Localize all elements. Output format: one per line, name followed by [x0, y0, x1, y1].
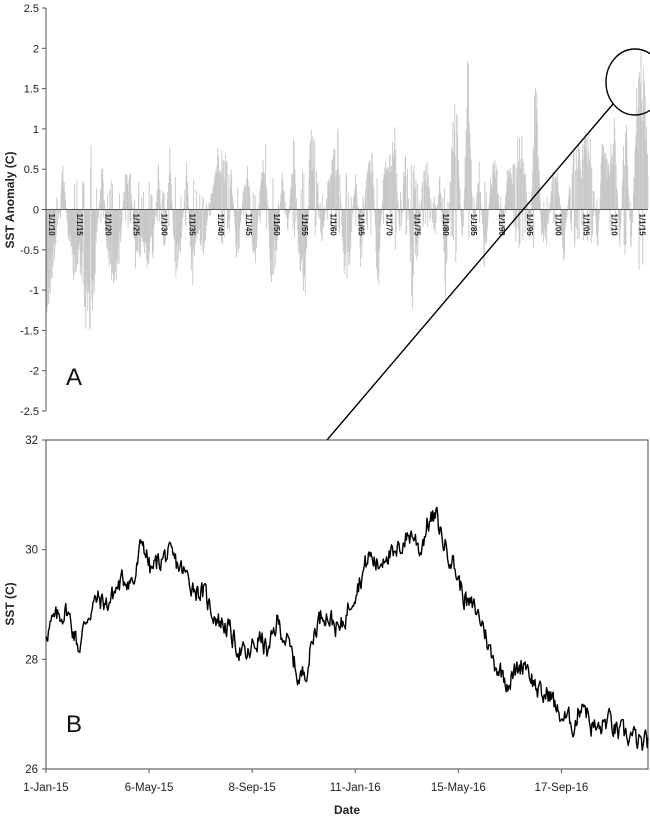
panel-a-y-tick-label: -1.5: [20, 325, 39, 337]
panel-a-y-tick-label: 0.5: [24, 164, 39, 176]
panel-a-category-label: 1/1/25: [131, 214, 140, 237]
panel-a-category-label: 1/1/35: [188, 214, 197, 237]
panel-b-x-tick-label: 8-Sep-15: [229, 782, 276, 794]
panel-a-category-label: 1/1/65: [356, 214, 365, 237]
panel-b-y-tick-label: 26: [25, 764, 38, 776]
panel-a-category-label: 1/1/00: [553, 214, 562, 237]
panel-a-y-tick-label: -2.5: [20, 406, 39, 418]
panel-a-category-label: 1/1/95: [525, 214, 534, 237]
panel-a-y-tick-label: -0.5: [20, 245, 39, 257]
panel-a-category-label: 1/1/20: [103, 214, 112, 237]
panel-a-category-label: 1/1/75: [413, 214, 422, 237]
panel-b-label: B: [66, 711, 82, 738]
sst-series-line: [45, 506, 649, 751]
panel-a-category-label: 1/1/85: [469, 214, 478, 237]
anomaly-bars: [45, 51, 649, 330]
panel-b-y-tick-label: 28: [25, 654, 38, 666]
panel-b-x-tick-label: 15-May-16: [431, 782, 486, 794]
panel-a-y-tick-label: 2: [33, 43, 39, 55]
panel-a-category-label: 1/1/15: [75, 214, 84, 237]
panel-a-category-label: 1/1/60: [328, 214, 337, 237]
panel-a-y-tick-label: -1: [29, 285, 39, 297]
panel-a-y-tick-label: 1: [33, 124, 39, 136]
panel-a-category-label: 1/1/80: [441, 214, 450, 237]
panel-a-category-label: 1/1/15: [638, 214, 647, 237]
panel-a-category-label: 1/1/40: [216, 214, 225, 237]
panel-a-y-ticks: 2.5 2 1.5 1 0.5 0 -0.5 -1 -1.5 -2 -2.5: [20, 3, 46, 418]
panel-a-category-label: 1/1/30: [160, 214, 169, 237]
panel-a-chart: 2.521.510.50-0.5-1-1.5-2-2.5 1/1/10 1/1/1…: [3, 3, 650, 441]
panel-a-category-label: 1/1/90: [497, 214, 506, 237]
panel-a-category-label: 1/1/05: [582, 214, 591, 237]
panel-a-category-label: 1/1/50: [272, 214, 281, 237]
panel-a-category-label: 1/1/10: [47, 214, 56, 237]
panel-b-y-ticks: 26 28 30 32: [25, 435, 46, 776]
panel-a-y-tick-label: -2: [29, 366, 39, 378]
panel-b-x-tick-label: 11-Jan-16: [330, 782, 381, 794]
panel-b-y-axis-label: SST (C): [3, 582, 17, 625]
panel-a-y-axis-label: SST Anomaly (C): [3, 152, 17, 249]
panel-b-chart: 26 28 30 32 1-Jan-15 6-May-15 8-Sep-15 11-Jan-…: [3, 435, 649, 817]
panel-a-y-tick-label: 0: [33, 205, 39, 217]
panel-a-axes: [45, 8, 648, 411]
panel-b-y-tick-label: 30: [25, 545, 38, 557]
panel-b-x-tick-label: 17-Sep-16: [535, 782, 589, 794]
zoom-connector-line: [326, 103, 614, 441]
panel-b-x-tick-label: 6-May-15: [125, 782, 174, 794]
panel-a-label: A: [66, 364, 82, 391]
panel-a-category-labels: 1/1/10 1/1/15 1/1/20 1/1/25 1/1/30 1/1/35 1/1/…: [47, 214, 647, 237]
panel-a-y-tick-label: 1.5: [24, 84, 39, 96]
panel-a-category-label: 1/1/10: [610, 214, 619, 237]
panel-a-category-label: 1/1/70: [385, 214, 394, 237]
panel-a-category-label: 1/1/45: [244, 214, 253, 237]
panel-b-y-tick-label: 32: [25, 435, 38, 447]
panel-b-plot-frame: [45, 439, 649, 770]
zoom-highlight-circle: [605, 48, 650, 116]
panel-b-x-tick-label: 1-Jan-15: [23, 782, 68, 794]
panel-b-x-ticks: 1-Jan-15 6-May-15 8-Sep-15 11-Jan-16 15-May-…: [23, 769, 588, 794]
panel-b-x-axis-label: Date: [334, 803, 360, 817]
panel-a-y-tick-label: 2.5: [24, 3, 39, 15]
panel-a-category-label: 1/1/55: [300, 214, 309, 237]
